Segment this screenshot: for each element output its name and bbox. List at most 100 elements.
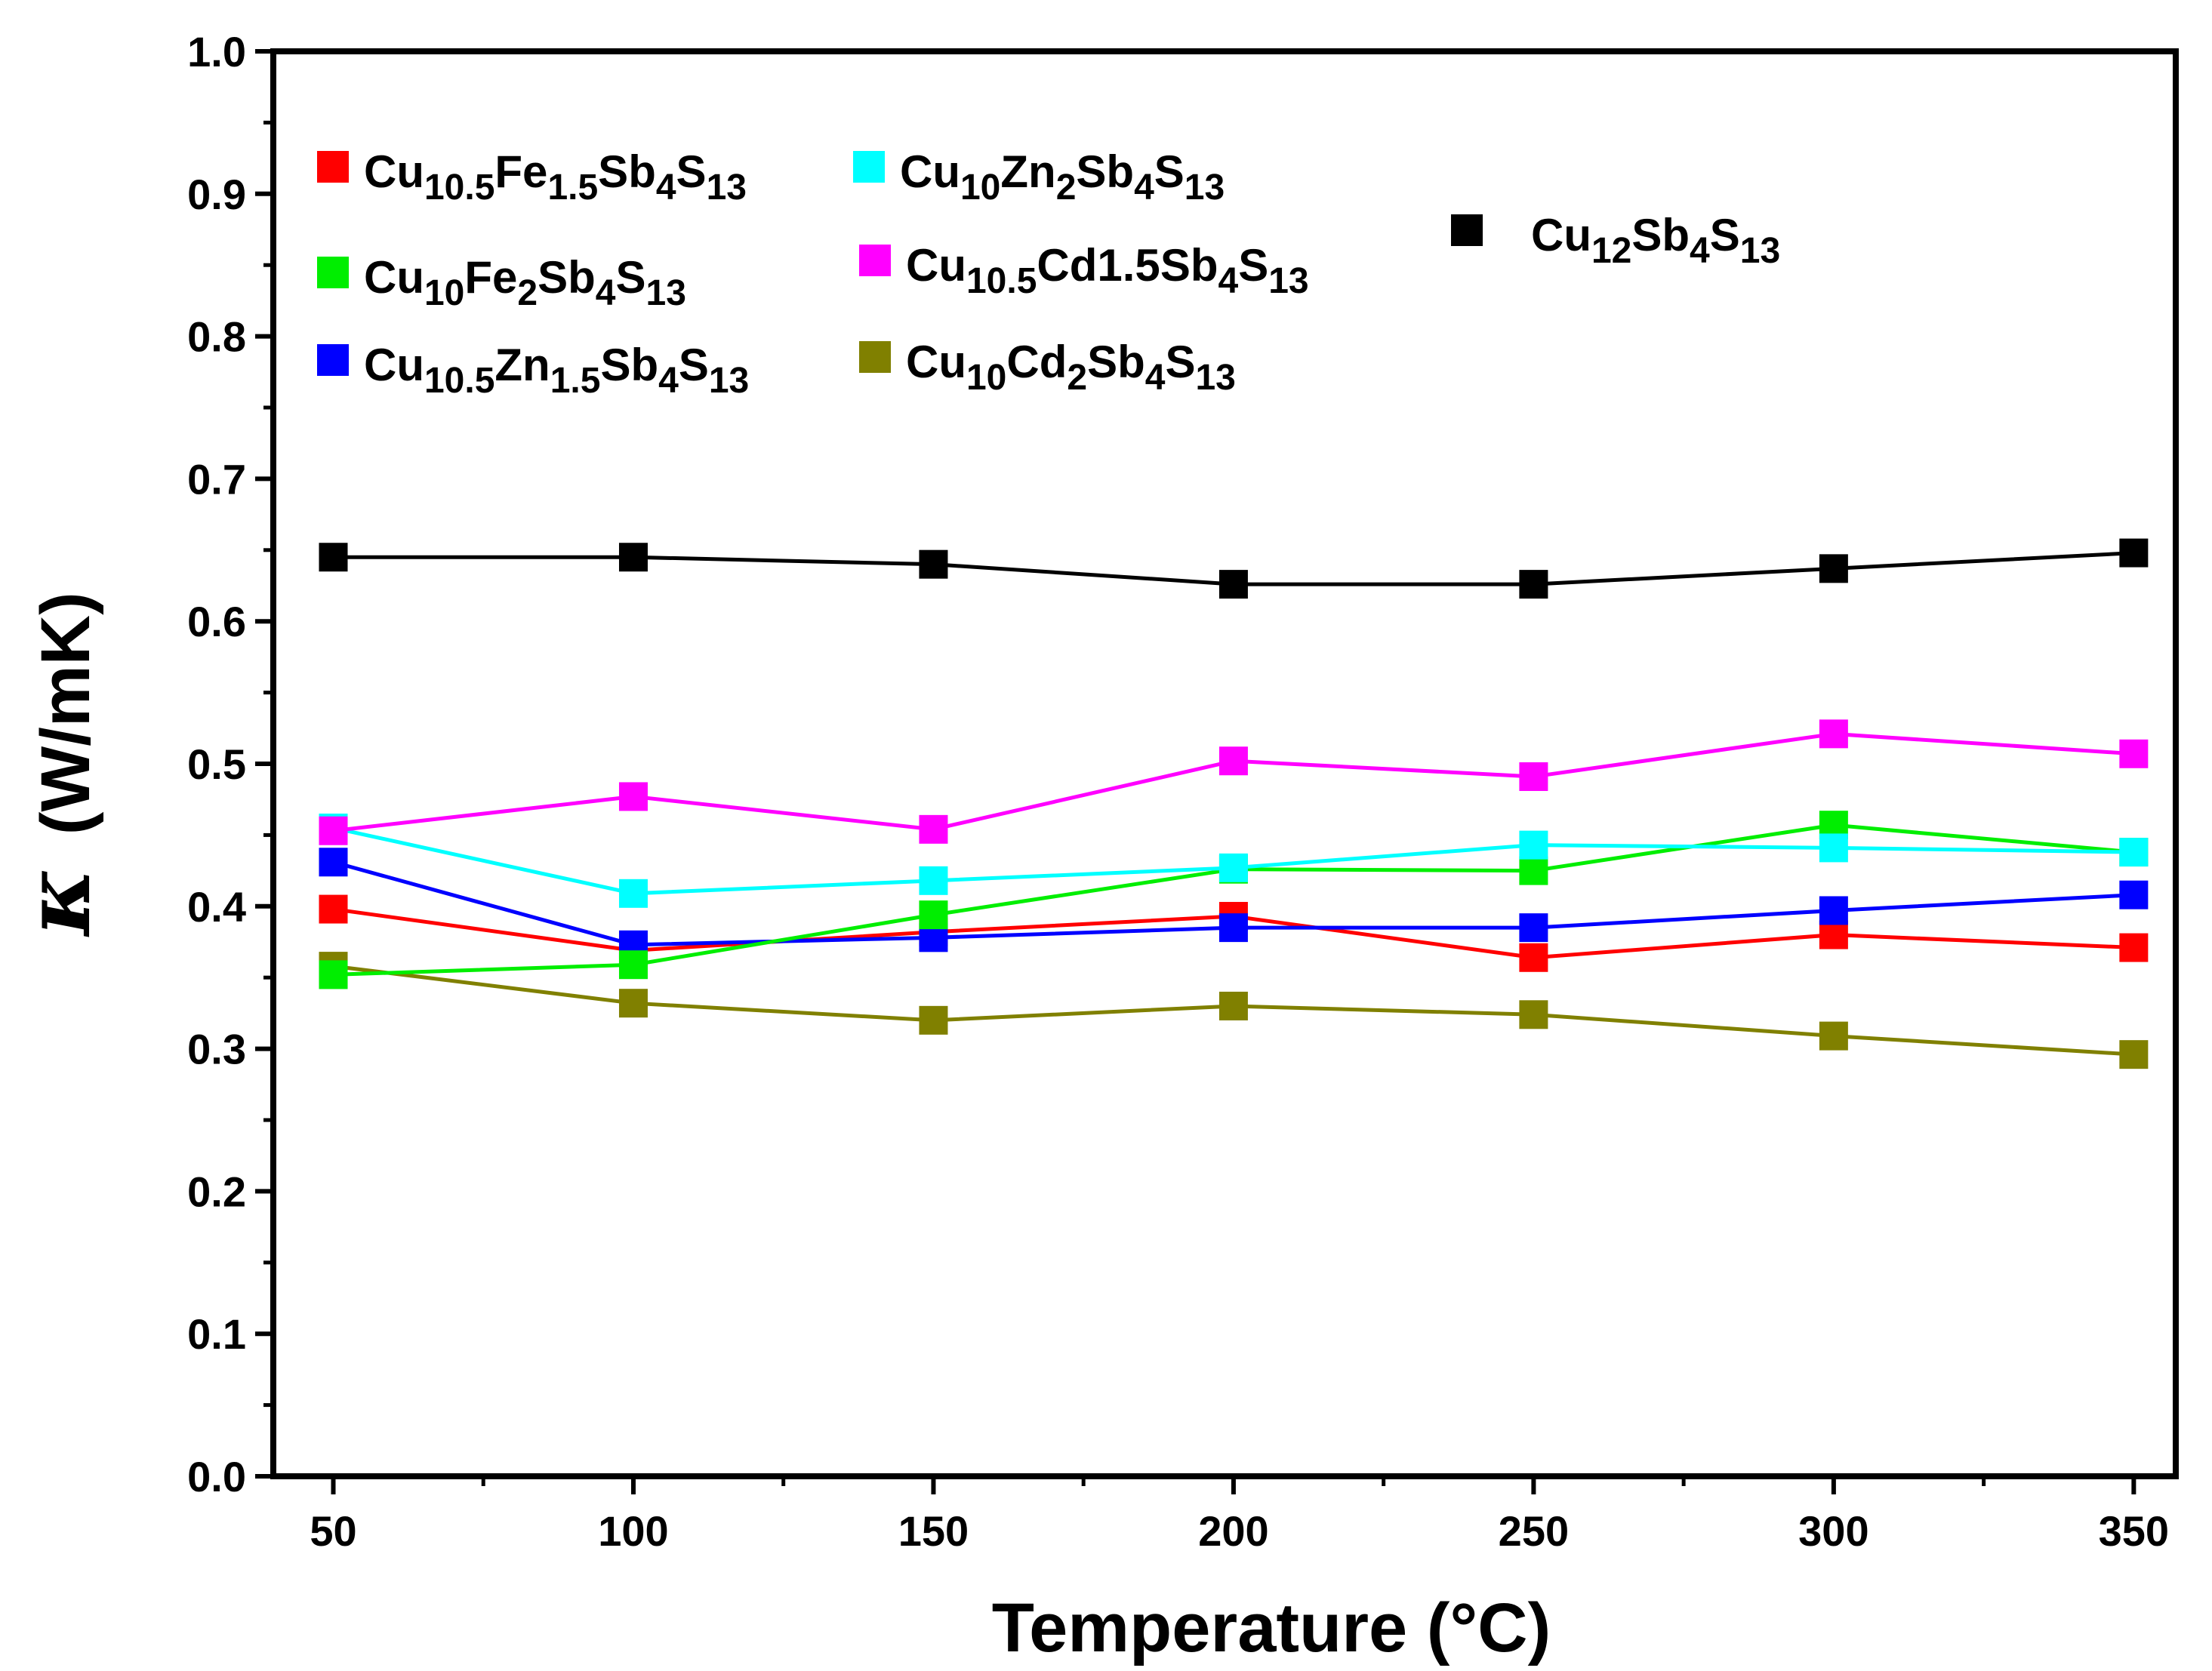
legend-subscript: 2	[517, 273, 538, 313]
legend-subscript: 4	[1690, 231, 1710, 271]
legend-text-part: 1.5	[1097, 240, 1160, 291]
y-axis-title: κ (W/mK)	[5, 592, 111, 937]
x-tick-label: 300	[1798, 1507, 1868, 1555]
data-point	[919, 866, 948, 895]
legend-item-Cu10Fe2Sb4S13: Cu10Fe2Sb4S13	[317, 252, 686, 313]
legend-swatch	[1451, 214, 1483, 246]
data-point	[2119, 880, 2149, 909]
y-tick-label: 0.3	[187, 1026, 246, 1073]
y-tick-label: 0.7	[187, 455, 246, 503]
legend-text-part: Sb	[1076, 146, 1134, 197]
data-point	[319, 960, 348, 989]
data-point	[1819, 833, 1848, 863]
legend-text-part: Cd	[1006, 337, 1067, 387]
legend-text-part: Fe	[464, 252, 517, 303]
legend-text-part: Sb	[598, 146, 656, 197]
legend-text-part: Cu	[906, 240, 966, 291]
data-point	[618, 782, 648, 811]
legend-text-part: Cu	[906, 337, 966, 387]
data-point	[919, 814, 948, 844]
x-tick-label: 250	[1499, 1507, 1569, 1555]
legend-text-part: Zn	[1000, 146, 1055, 197]
data-point	[1218, 853, 1248, 882]
legend: Cu10.5Fe1.5Sb4S13Cu10Fe2Sb4S13Cu10.5Zn1.…	[317, 146, 1780, 401]
legend-subscript: 2	[1067, 358, 1087, 398]
legend-text-part: Cu	[1531, 210, 1591, 260]
legend-subscript: 13	[707, 168, 747, 208]
data-point	[618, 543, 648, 572]
data-point	[2119, 933, 2149, 962]
legend-subscript: 10	[960, 168, 1000, 208]
legend-subscript: 4	[1145, 358, 1166, 398]
series-Cu10.5Cd1.5Sb4S13	[319, 719, 2149, 845]
data-point	[2119, 1040, 2149, 1069]
data-point	[2119, 739, 2149, 768]
legend-label: Cu10.5Zn1.5Sb4S13	[364, 340, 749, 401]
legend-text-part: S	[1710, 210, 1740, 260]
data-point	[1218, 746, 1248, 776]
y-tick-label: 0.2	[187, 1168, 246, 1215]
x-axis: 50 100 150 200 250 300 350	[310, 1476, 2169, 1555]
legend-label: Cu10Cd2Sb4S13	[906, 337, 1236, 398]
y-tick-label: 0.0	[187, 1453, 246, 1500]
data-point	[1218, 991, 1248, 1020]
legend-text-part: S	[1154, 146, 1185, 197]
data-point	[1819, 896, 1848, 925]
legend-text-part: Sb	[538, 252, 596, 303]
data-point	[919, 1005, 948, 1035]
legend-text-part: Fe	[494, 146, 547, 197]
legend-subscript: 10	[424, 273, 464, 313]
data-point	[1819, 719, 1848, 749]
legend-text-part: S	[676, 146, 707, 197]
series-layer	[319, 538, 2149, 1069]
y-tick-label: 0.6	[187, 598, 246, 645]
data-point	[1819, 554, 1848, 583]
data-point	[1819, 1021, 1848, 1051]
data-point	[1218, 913, 1248, 943]
x-tick-label: 200	[1198, 1507, 1268, 1555]
data-point	[1519, 830, 1548, 860]
svg-text:κ (W/mK): κ (W/mK)	[5, 592, 111, 937]
data-point	[319, 543, 348, 572]
legend-text-part: Sb	[1631, 210, 1690, 260]
data-point	[1519, 1000, 1548, 1029]
legend-subscript: 10.5	[424, 168, 494, 208]
series-Cu10Cd2Sb4S13	[319, 952, 2149, 1069]
legend-text-part: S	[615, 252, 645, 303]
data-point	[1519, 913, 1548, 943]
data-point	[1519, 943, 1548, 972]
legend-swatch	[317, 344, 349, 376]
legend-subscript: 13	[646, 273, 686, 313]
y-tick-label: 0.1	[187, 1310, 246, 1358]
data-point	[1519, 856, 1548, 885]
legend-swatch	[317, 257, 349, 288]
legend-text-part: S	[1238, 240, 1268, 291]
y-tick-label: 1.0	[187, 28, 246, 75]
y-axis-title-symbol: κ	[5, 868, 111, 937]
legend-subscript: 13	[1740, 231, 1780, 271]
legend-label: Cu10Fe2Sb4S13	[364, 252, 686, 313]
legend-text-part: Cu	[364, 146, 424, 197]
data-point	[618, 879, 648, 908]
legend-item-Cu10Cd2Sb4S13: Cu10Cd2Sb4S13	[859, 337, 1236, 398]
data-point	[319, 816, 348, 845]
legend-subscript: 13	[1195, 358, 1235, 398]
legend-text-part: Sb	[1087, 337, 1145, 387]
x-axis-title: Temperature (°C)	[992, 1589, 1551, 1666]
legend-text-part: Cu	[900, 146, 960, 197]
legend-text-part: Cu	[364, 340, 424, 390]
y-tick-label: 0.4	[187, 883, 246, 931]
legend-label: Cu10.5Fe1.5Sb4S13	[364, 146, 747, 208]
data-point	[618, 989, 648, 1018]
legend-label: Cu12Sb4S13	[1531, 210, 1780, 271]
legend-subscript: 4	[1134, 168, 1154, 208]
y-tick-label: 0.5	[187, 740, 246, 788]
legend-text-part: Cu	[364, 252, 424, 303]
legend-label: Cu10.5Cd1.5Sb4S13	[906, 240, 1309, 301]
data-point	[319, 894, 348, 924]
data-point	[319, 848, 348, 877]
legend-swatch	[859, 245, 891, 276]
legend-item-Cu10.5Fe1.5Sb4S13: Cu10.5Fe1.5Sb4S13	[317, 146, 747, 208]
data-point	[618, 950, 648, 980]
